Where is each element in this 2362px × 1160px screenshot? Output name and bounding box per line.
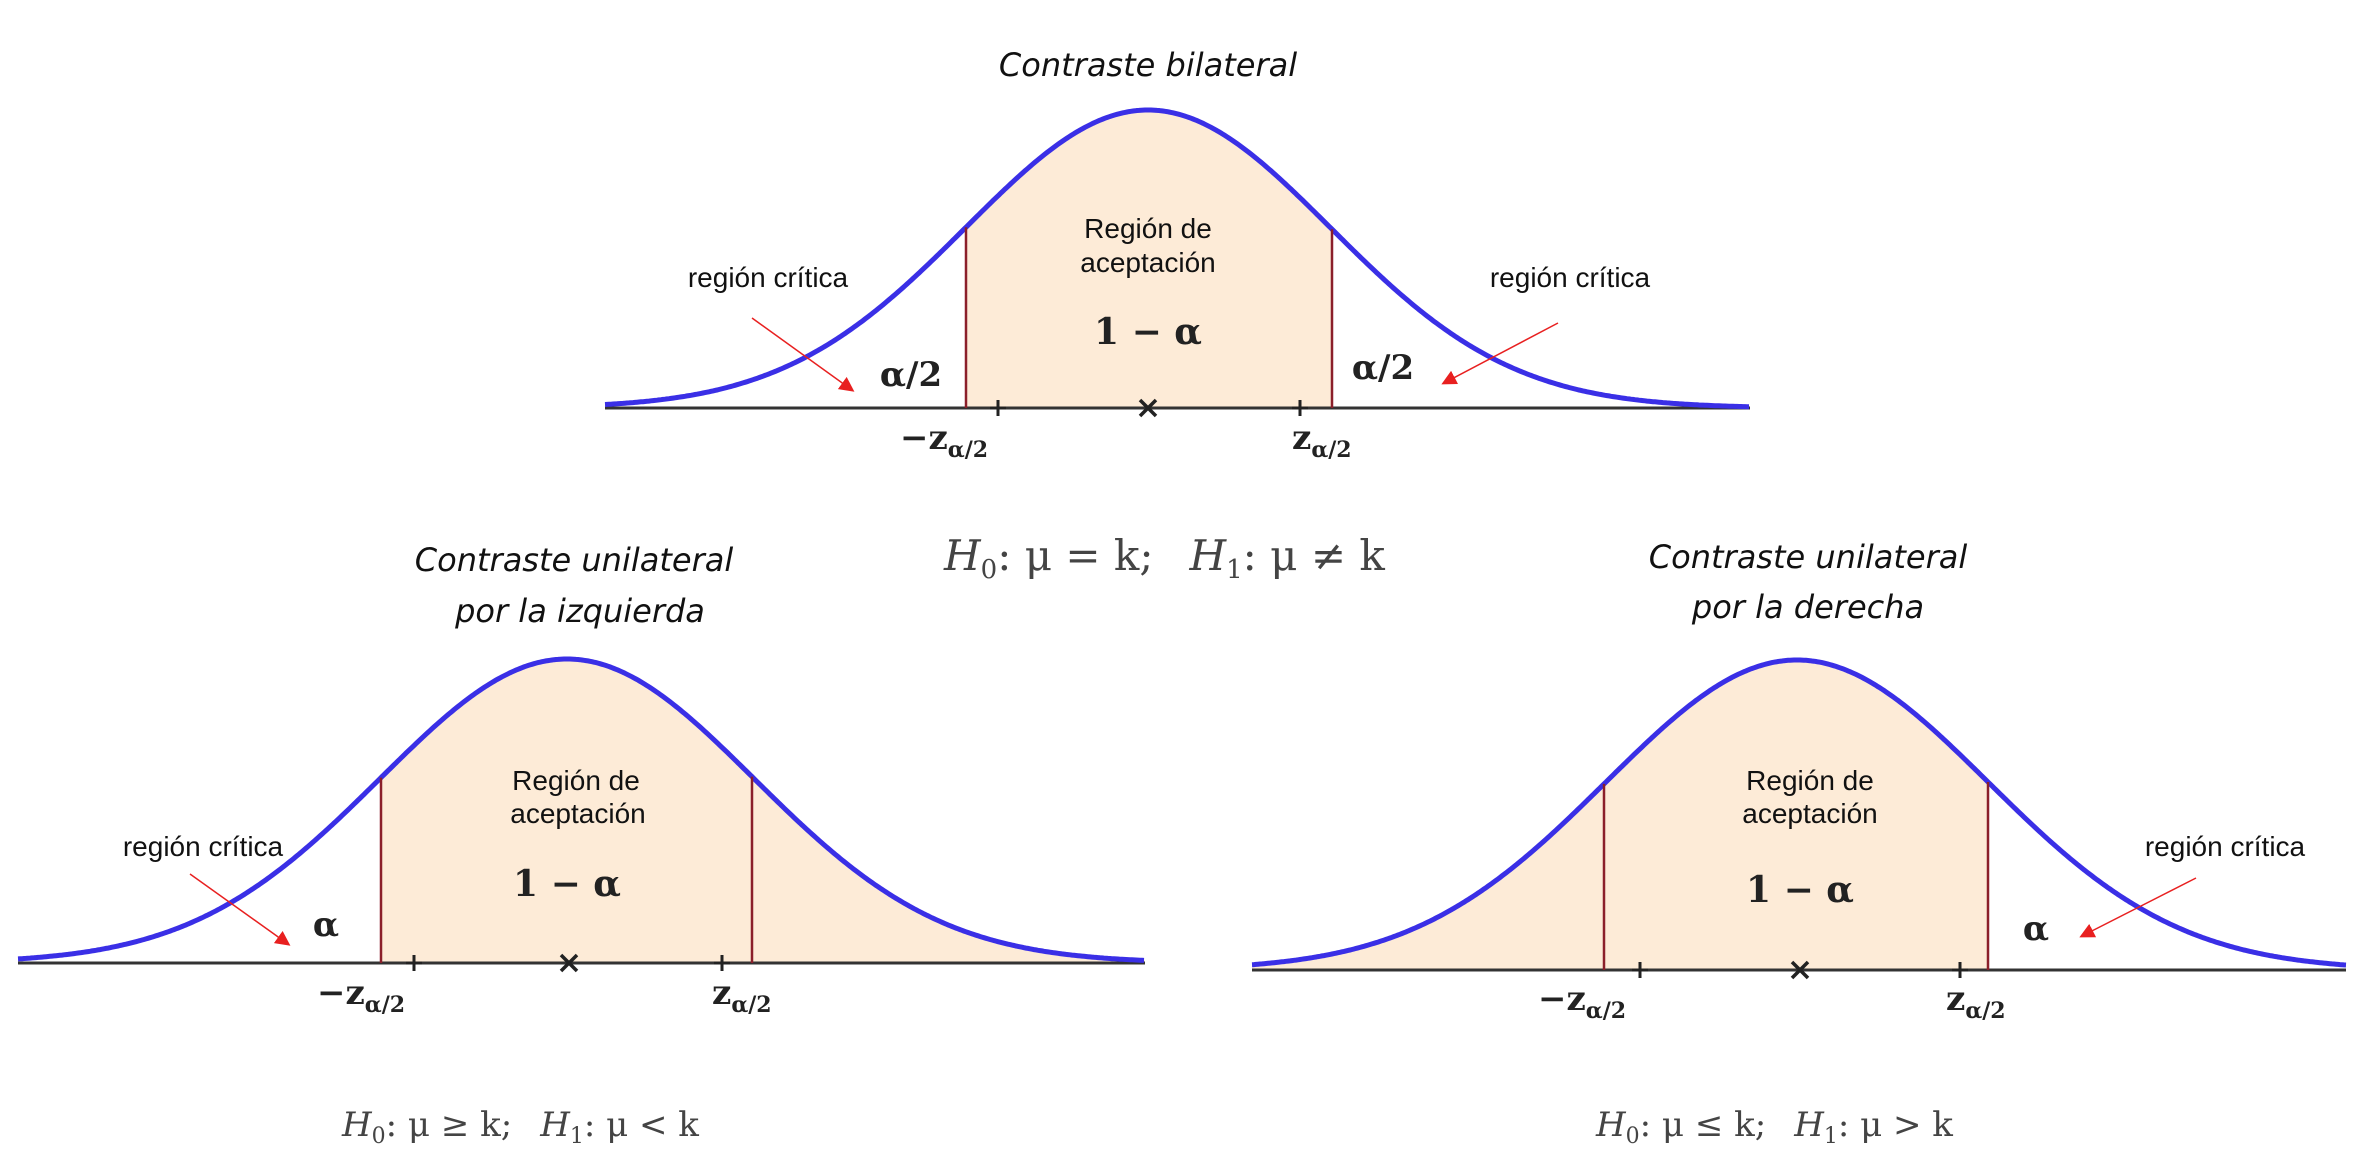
acceptance-probability: 1 − α xyxy=(1746,869,1854,911)
normal-curve xyxy=(1251,657,2347,968)
pos-z-label: zα/2 xyxy=(712,973,772,1018)
arrow-icon xyxy=(751,317,855,392)
panel-title-line1: Contraste unilateral xyxy=(1649,538,1968,576)
critical-region-label-left: región crítica xyxy=(688,262,849,293)
tail-label: α xyxy=(2023,909,2049,949)
acceptance-region-fill xyxy=(966,110,1332,408)
panel-bilateral: Contraste bilateral Región de aceptación… xyxy=(604,46,1750,585)
acceptance-region-fill xyxy=(1252,660,1988,970)
acceptance-label-line1: Región de xyxy=(512,765,640,796)
acceptance-probability: 1 − α xyxy=(513,863,621,905)
tail-left-label: α/2 xyxy=(880,355,942,395)
acceptance-probability: 1 − α xyxy=(1094,311,1202,353)
panel-left-unilateral: Contraste unilateral por la izquierda Re… xyxy=(17,541,1145,1149)
acceptance-label-line2: aceptación xyxy=(1080,247,1215,278)
mean-cross-icon xyxy=(1790,960,1810,980)
axis-ticks xyxy=(406,955,730,971)
panel-title-line1: Contraste unilateral xyxy=(415,541,734,579)
hypothesis: H0: μ ≥ k; H1: μ < k xyxy=(341,1105,699,1149)
acceptance-region-fill xyxy=(381,659,1145,963)
acceptance-label-line1: Región de xyxy=(1084,213,1212,244)
arrow-icon xyxy=(189,873,291,946)
panel-title: Contraste bilateral xyxy=(999,46,1297,84)
panel-title-line2: por la izquierda xyxy=(454,592,705,630)
hypothesis: H0: μ ≤ k; H1: μ > k xyxy=(1595,1105,1953,1149)
axis-ticks xyxy=(990,400,1308,416)
critical-region-label: región crítica xyxy=(123,831,284,862)
acceptance-label-line2: aceptación xyxy=(510,798,645,829)
pos-z-label: zα/2 xyxy=(1946,979,2006,1024)
acceptance-label-line2: aceptación xyxy=(1742,798,1877,829)
neg-z-label: −zα/2 xyxy=(900,418,988,463)
neg-z-label: −zα/2 xyxy=(1538,979,1626,1024)
panel-title-line2: por la derecha xyxy=(1691,588,1924,626)
normal-curve xyxy=(17,656,1145,963)
tail-right-label: α/2 xyxy=(1352,348,1414,388)
acceptance-label-line1: Región de xyxy=(1746,765,1874,796)
pos-z-label: zα/2 xyxy=(1292,418,1352,463)
panel-right-unilateral: Contraste unilateral por la derecha Regi… xyxy=(1251,538,2347,1149)
axis-ticks xyxy=(1632,962,1968,978)
hypothesis: H0: μ = k; H1: μ ≠ k xyxy=(943,531,1385,585)
neg-z-label: −zα/2 xyxy=(317,973,405,1018)
arrow-icon xyxy=(1441,322,1559,385)
normal-curve xyxy=(604,107,1749,410)
critical-region-label: región crítica xyxy=(2145,831,2306,862)
critical-region-label-right: región crítica xyxy=(1490,262,1651,293)
arrow-icon xyxy=(2079,877,2197,938)
mean-cross-icon xyxy=(1138,398,1158,418)
mean-cross-icon xyxy=(559,953,579,973)
tail-label: α xyxy=(313,905,339,945)
